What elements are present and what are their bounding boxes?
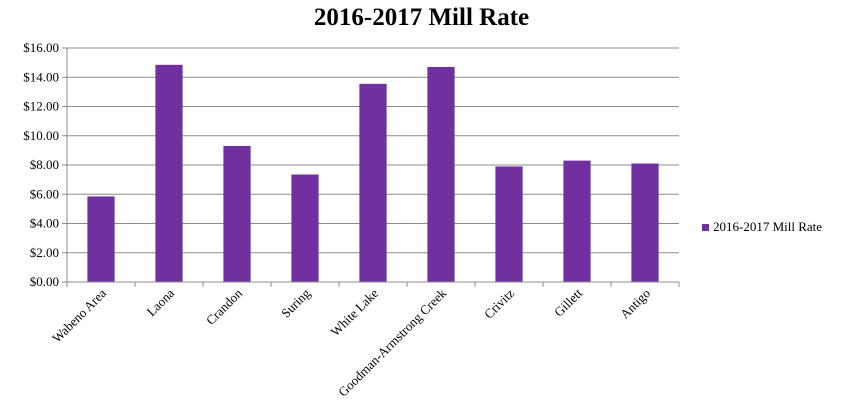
chart-legend: 2016-2017 Mill Rate [702, 219, 822, 235]
x-tick-label: Crivitz [481, 285, 517, 321]
bar [223, 145, 251, 282]
x-tick-label: Gillett [551, 285, 585, 319]
x-tick-label: Goodman-Armstrong Creek [335, 285, 449, 399]
y-tick-label: $14.00 [23, 69, 59, 84]
y-tick-label: $2.00 [30, 245, 59, 260]
bar [359, 83, 387, 282]
y-tick-label: $4.00 [30, 216, 59, 231]
x-tick-label: Crandon [203, 285, 246, 328]
y-tick-label: $12.00 [23, 99, 59, 114]
bar [495, 166, 523, 282]
legend-swatch [702, 223, 709, 231]
bar [563, 160, 591, 282]
bar [291, 174, 319, 282]
y-tick-label: $6.00 [30, 186, 59, 201]
bar [631, 163, 659, 282]
y-tick-label: $10.00 [23, 128, 59, 143]
legend-label: 2016-2017 Mill Rate [713, 219, 823, 234]
chart-title: 2016-2017 Mill Rate [313, 4, 530, 31]
x-tick-label: Laona [144, 285, 178, 319]
x-tick-label: Suring [278, 285, 313, 320]
y-tick-label: $16.00 [23, 40, 59, 55]
bar [87, 196, 115, 282]
x-tick-label: Antigo [617, 286, 653, 322]
x-tick-label: Wabeno Area [49, 285, 109, 345]
bar [427, 67, 455, 282]
y-tick-label: $0.00 [30, 274, 59, 289]
x-tick-label: White Lake [327, 285, 381, 339]
y-tick-label: $8.00 [30, 157, 59, 172]
bar [155, 64, 183, 282]
